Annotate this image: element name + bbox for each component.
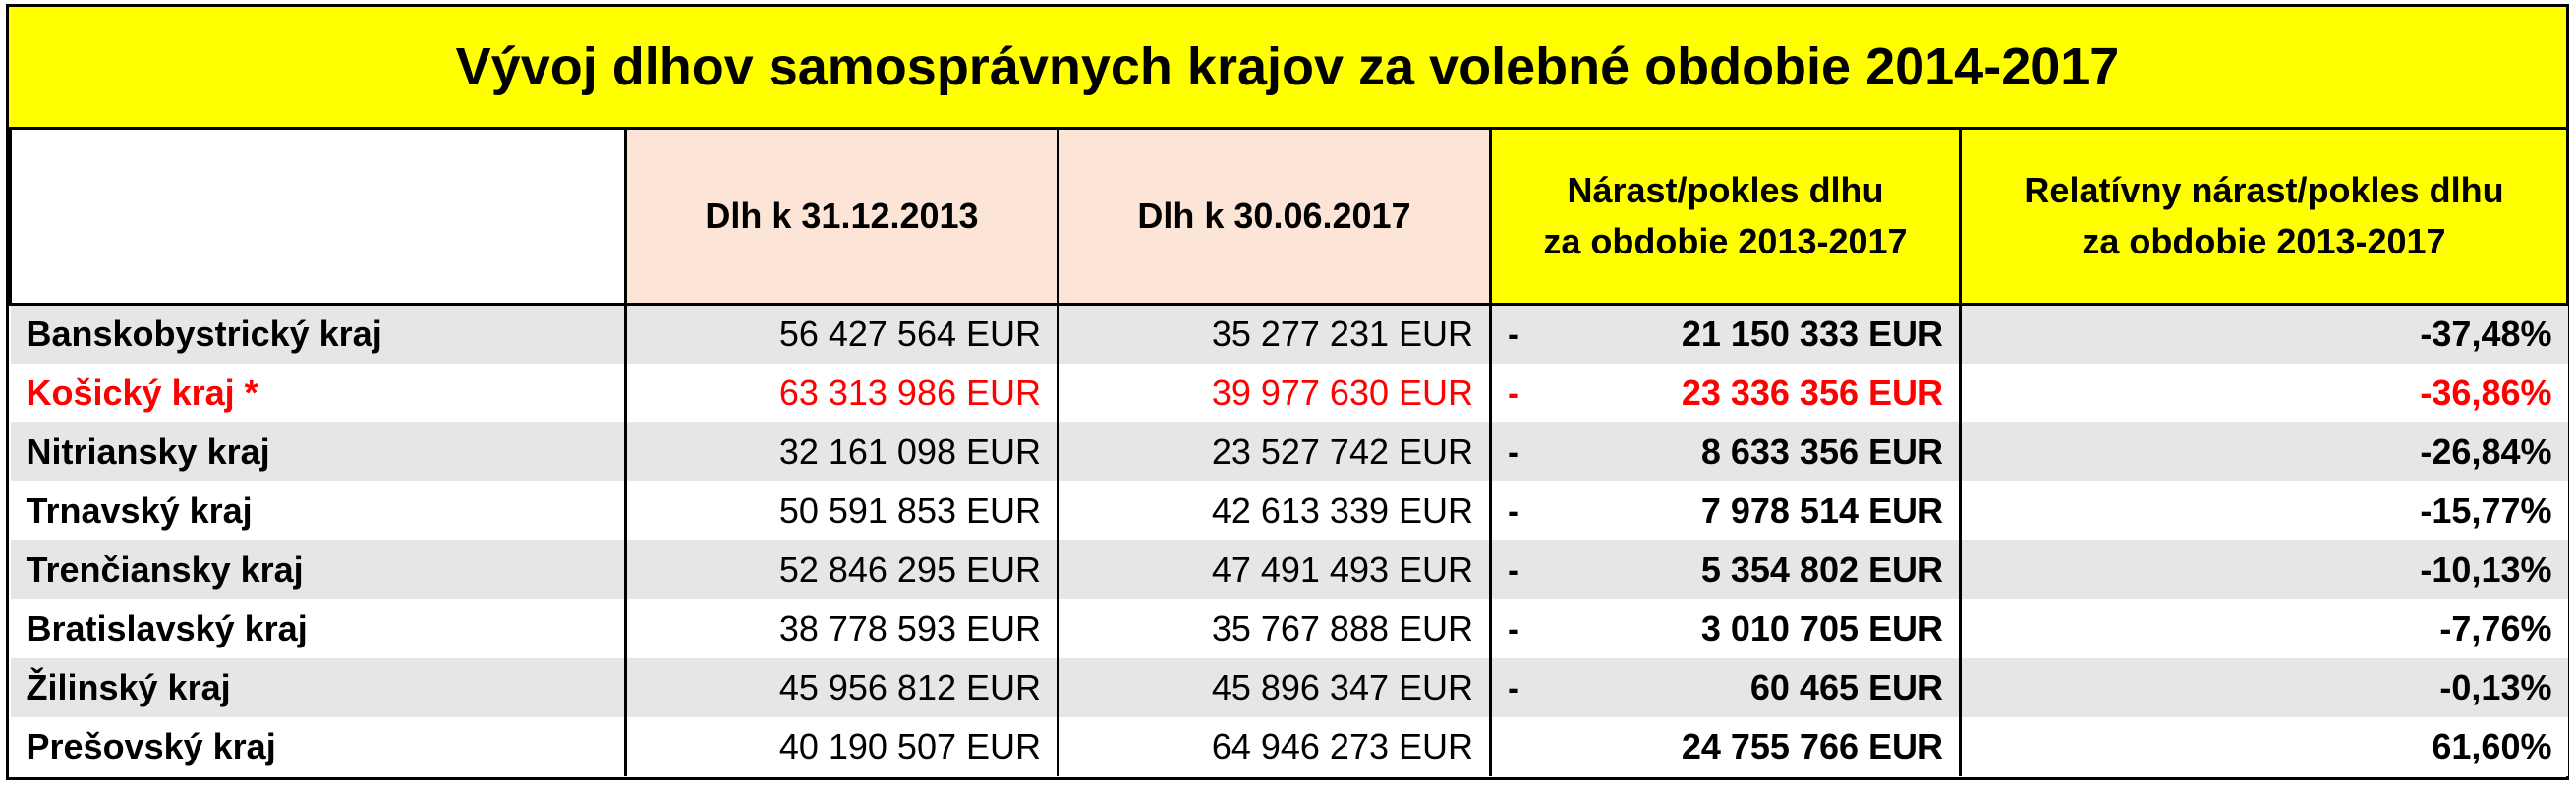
header-region	[9, 130, 627, 306]
change-cell: - 8 633 356 EUR	[1489, 422, 1962, 481]
change-cell: - 3 010 705 EUR	[1489, 598, 1962, 658]
header-row: Dlh k 31.12.2013 Dlh k 30.06.2017 Nárast…	[9, 130, 2569, 306]
debt-2013-value: 38 778 593 EUR	[624, 598, 1059, 658]
header-change-line1: Nárast/pokles dlhu	[1567, 169, 1884, 210]
change-value: 8 633 356 EUR	[1700, 430, 1943, 472]
debt-2017-value: 39 977 630 EUR	[1057, 363, 1492, 422]
header-relative-line2: za obdobie 2013-2017	[2082, 221, 2446, 261]
debt-2013-value: 45 956 812 EUR	[624, 657, 1059, 717]
region-name: Trnavský kraj	[10, 480, 627, 540]
change-value: 24 755 766 EUR	[1681, 725, 1943, 766]
debt-2017-value: 23 527 742 EUR	[1057, 422, 1492, 481]
change-sign: -	[1508, 607, 1519, 648]
change-value: 5 354 802 EUR	[1700, 548, 1943, 590]
region-name: Žilinský kraj	[10, 657, 627, 717]
table-row: Žilinský kraj 45 956 812 EUR 45 896 347 …	[10, 657, 2568, 717]
change-cell: - 5 354 802 EUR	[1489, 539, 1962, 599]
header-debt-2017: Dlh k 30.06.2017	[1057, 130, 1492, 306]
debt-table-sheet: Vývoj dlhov samosprávnych krajov za vole…	[6, 4, 2569, 780]
change-sign: -	[1508, 489, 1519, 531]
relative-change-value: -7,76%	[1959, 598, 2568, 658]
region-name: Banskobystrický kraj	[10, 304, 627, 364]
change-sign: -	[1508, 371, 1519, 413]
header-change-line2: za obdobie 2013-2017	[1543, 221, 1908, 261]
table-row-highlighted: Košický kraj * 63 313 986 EUR 39 977 630…	[10, 363, 2568, 422]
header-relative-line1: Relatívny nárast/pokles dlhu	[2024, 169, 2504, 210]
change-cell: - 23 336 356 EUR	[1489, 363, 1962, 422]
relative-change-value: -26,84%	[1959, 422, 2568, 481]
relative-change-value: -0,13%	[1959, 657, 2568, 717]
change-value: 21 150 333 EUR	[1681, 313, 1943, 355]
change-value: 60 465 EUR	[1749, 666, 1943, 707]
debt-2013-value: 50 591 853 EUR	[624, 480, 1059, 540]
change-value: 23 336 356 EUR	[1681, 371, 1943, 413]
debt-2013-value: 40 190 507 EUR	[624, 716, 1059, 776]
debt-2017-value: 42 613 339 EUR	[1057, 480, 1492, 540]
table-row: Trnavský kraj 50 591 853 EUR 42 613 339 …	[10, 480, 2568, 540]
relative-change-value: -36,86%	[1959, 363, 2568, 422]
change-sign: -	[1508, 666, 1519, 707]
header-relative: Relatívny nárast/pokles dlhu za obdobie …	[1959, 130, 2569, 306]
relative-change-value: -37,48%	[1959, 304, 2568, 364]
debt-table: Dlh k 31.12.2013 Dlh k 30.06.2017 Nárast…	[9, 130, 2569, 776]
change-value: 7 978 514 EUR	[1700, 489, 1943, 531]
header-debt-2013: Dlh k 31.12.2013	[624, 130, 1059, 306]
change-cell: - 7 978 514 EUR	[1489, 480, 1962, 540]
debt-2013-value: 56 427 564 EUR	[624, 304, 1059, 364]
change-sign: -	[1508, 430, 1519, 472]
region-name: Nitriansky kraj	[10, 422, 627, 481]
table-row: Trenčiansky kraj 52 846 295 EUR 47 491 4…	[10, 539, 2568, 599]
table-row: Prešovský kraj 40 190 507 EUR 64 946 273…	[10, 716, 2568, 776]
debt-2017-value: 45 896 347 EUR	[1057, 657, 1492, 717]
debt-2013-value: 32 161 098 EUR	[624, 422, 1059, 481]
debt-2017-value: 47 491 493 EUR	[1057, 539, 1492, 599]
relative-change-value: 61,60%	[1959, 716, 2568, 776]
change-cell: - 60 465 EUR	[1489, 657, 1962, 717]
table-title: Vývoj dlhov samosprávnych krajov za vole…	[9, 7, 2566, 130]
change-sign: -	[1508, 313, 1519, 355]
relative-change-value: -10,13%	[1959, 539, 2568, 599]
table-row: Banskobystrický kraj 56 427 564 EUR 35 2…	[10, 304, 2568, 364]
debt-2017-value: 35 767 888 EUR	[1057, 598, 1492, 658]
debt-2013-value: 52 846 295 EUR	[624, 539, 1059, 599]
debt-2017-value: 35 277 231 EUR	[1057, 304, 1492, 364]
table-row: Bratislavský kraj 38 778 593 EUR 35 767 …	[10, 598, 2568, 658]
change-cell: 24 755 766 EUR	[1489, 716, 1962, 776]
relative-change-value: -15,77%	[1959, 480, 2568, 540]
change-cell: - 21 150 333 EUR	[1489, 304, 1962, 364]
table-row: Nitriansky kraj 32 161 098 EUR 23 527 74…	[10, 422, 2568, 481]
region-name: Bratislavský kraj	[10, 598, 627, 658]
region-name: Prešovský kraj	[10, 716, 627, 776]
change-sign: -	[1508, 548, 1519, 590]
debt-2017-value: 64 946 273 EUR	[1057, 716, 1492, 776]
debt-2013-value: 63 313 986 EUR	[624, 363, 1059, 422]
table-header: Dlh k 31.12.2013 Dlh k 30.06.2017 Nárast…	[9, 130, 2569, 306]
region-name: Trenčiansky kraj	[10, 539, 627, 599]
region-name: Košický kraj *	[10, 363, 627, 422]
header-change: Nárast/pokles dlhu za obdobie 2013-2017	[1489, 130, 1962, 306]
change-value: 3 010 705 EUR	[1700, 607, 1943, 648]
table-body: Banskobystrický kraj 56 427 564 EUR 35 2…	[10, 304, 2568, 776]
